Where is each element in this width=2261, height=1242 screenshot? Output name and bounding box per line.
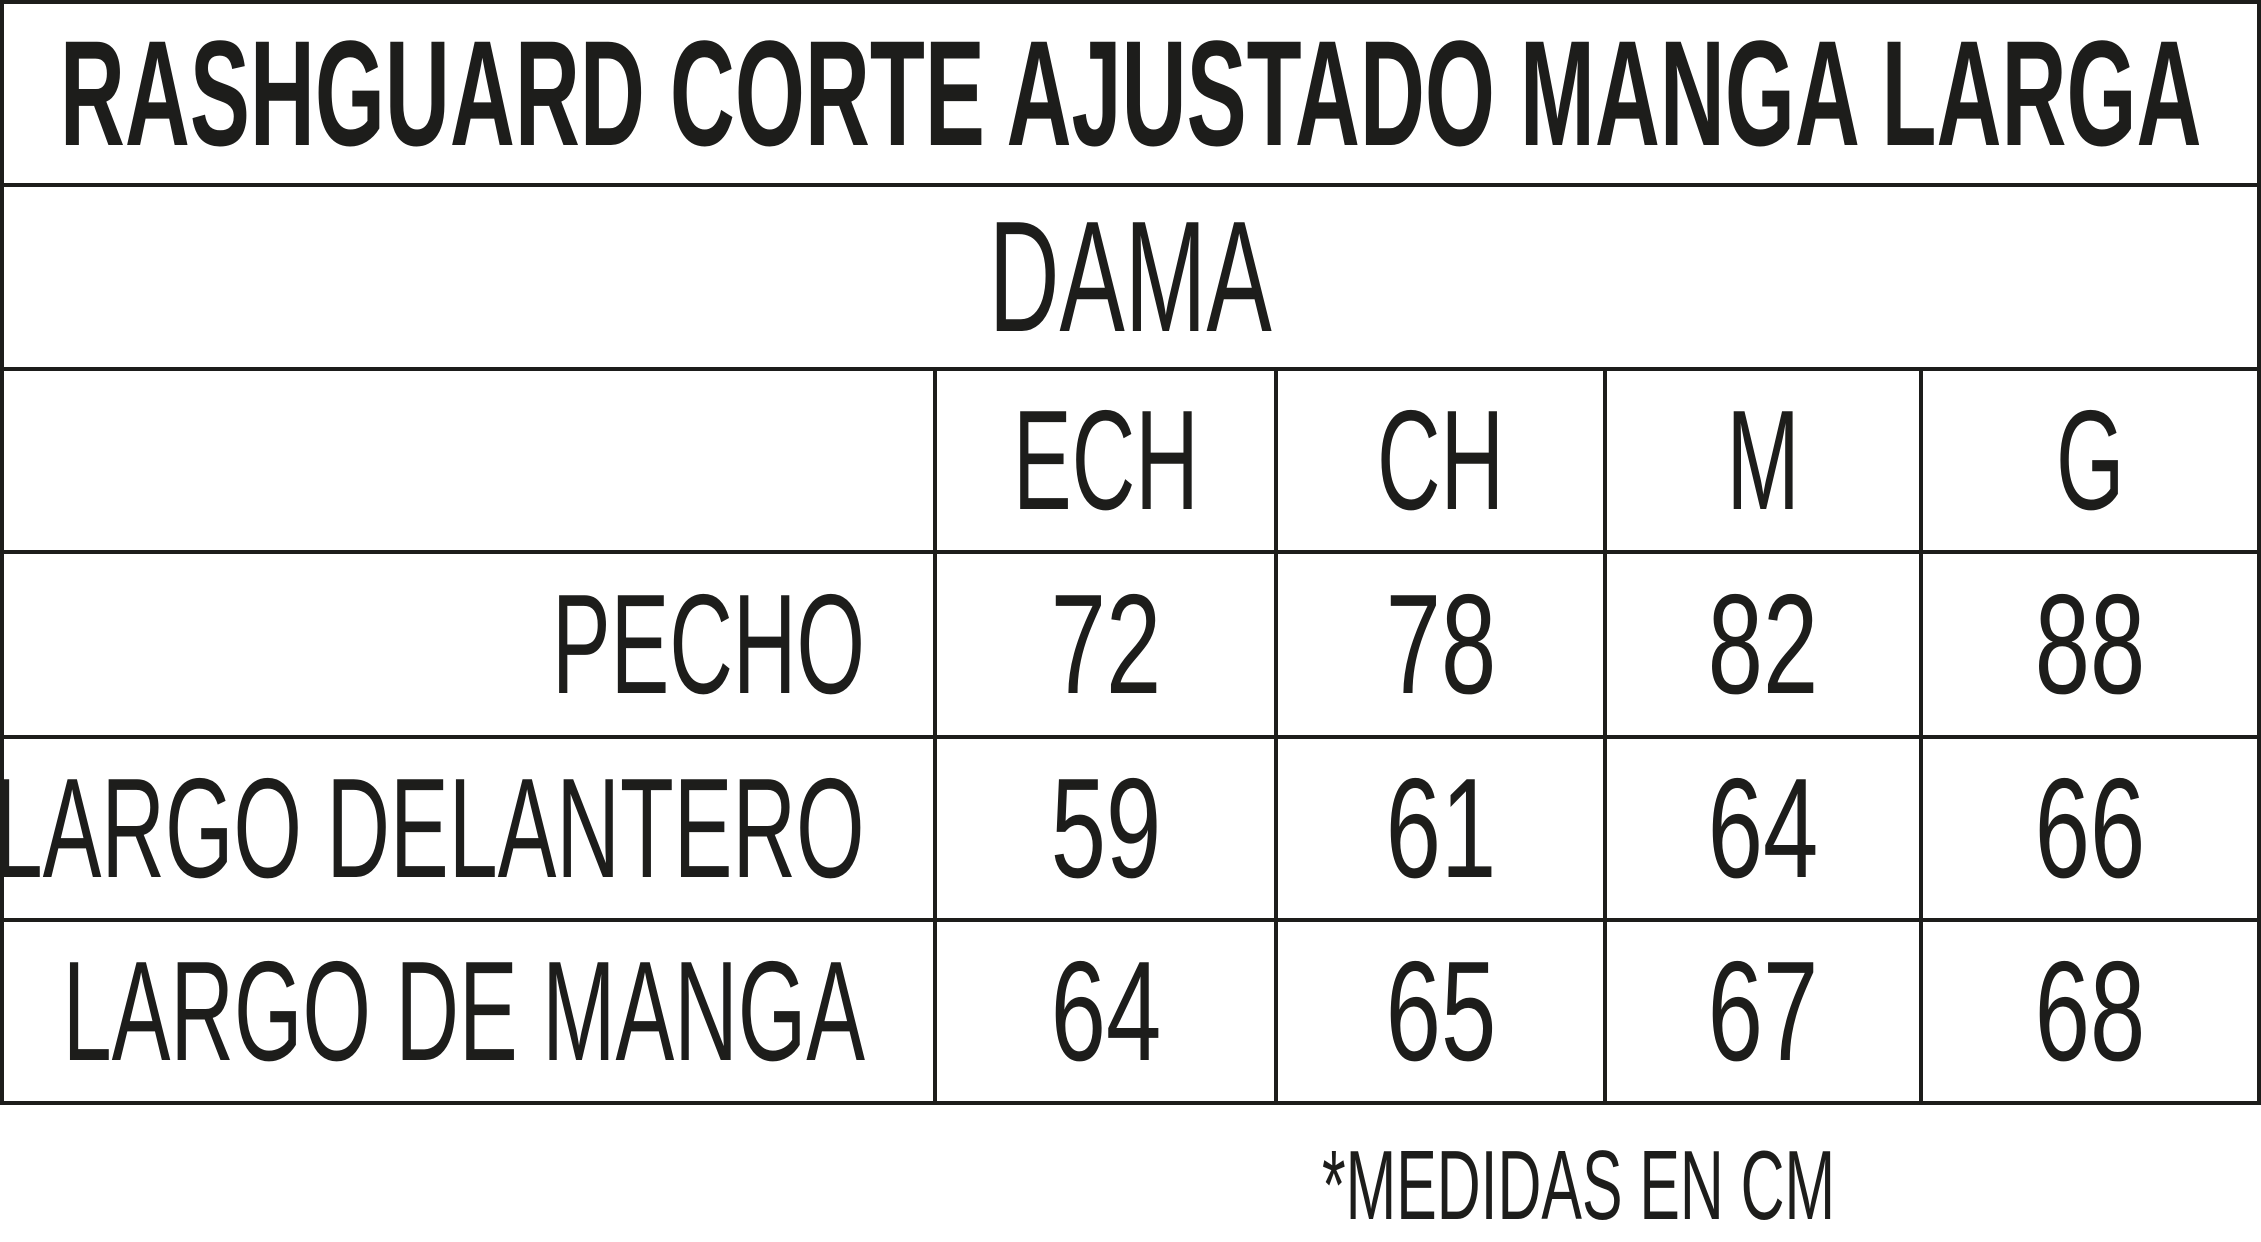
border-line	[0, 367, 2261, 371]
border-line	[0, 0, 2261, 4]
border-line	[0, 0, 4, 1105]
border-line	[1919, 369, 1923, 1105]
table-cell: 59	[937, 739, 1274, 918]
cell-value: 64	[1707, 748, 1819, 908]
column-header-ech: ECH	[937, 371, 1274, 550]
border-line	[1603, 369, 1607, 1105]
chart-subtitle: DAMA	[0, 187, 2261, 367]
footnote-text: *MEDIDAS EN CM	[1322, 1129, 1836, 1240]
row-label: LARGO DE MANGA	[0, 922, 865, 1101]
footnote: *MEDIDAS EN CM	[1322, 1130, 2150, 1240]
cell-value: 72	[1050, 564, 1161, 724]
row-label-text: LARGO DELANTERO	[0, 748, 865, 908]
table-cell: 82	[1607, 554, 1919, 735]
cell-value: 59	[1050, 748, 1161, 908]
border-line	[0, 735, 2261, 739]
cell-value: 61	[1385, 748, 1496, 908]
column-header-g: G	[1923, 371, 2257, 550]
table-cell: 64	[1607, 739, 1919, 918]
chart-subtitle-text: DAMA	[988, 188, 1273, 365]
table-cell: 64	[937, 922, 1274, 1101]
cell-value: 78	[1385, 564, 1496, 724]
cell-value: 66	[2034, 748, 2146, 908]
column-header-m: M	[1607, 371, 1919, 550]
border-line	[0, 183, 2261, 187]
row-label-text: LARGO DE MANGA	[62, 931, 865, 1091]
border-line	[2257, 0, 2261, 1105]
column-header-text: CH	[1376, 380, 1505, 540]
table-cell: 68	[1923, 922, 2257, 1101]
chart-title: RASHGUARD CORTE AJUSTADO MANGA LARGA	[0, 4, 2261, 183]
table-cell: 67	[1607, 922, 1919, 1101]
chart-title-text: RASHGUARD CORTE AJUSTADO MANGA LARGA	[59, 9, 2202, 177]
border-line	[0, 1101, 2261, 1105]
table-cell: 66	[1923, 739, 2257, 918]
cell-value: 65	[1385, 931, 1496, 1091]
column-header-text: ECH	[1012, 380, 1199, 540]
column-header-text: G	[2055, 380, 2125, 540]
border-line	[933, 369, 937, 1105]
column-header-ch: CH	[1278, 371, 1603, 550]
row-label-text: PECHO	[551, 564, 865, 724]
table-cell: 88	[1923, 554, 2257, 735]
column-header-text: M	[1726, 380, 1800, 540]
table-cell: 61	[1278, 739, 1603, 918]
row-label: PECHO	[0, 554, 865, 735]
border-line	[0, 918, 2261, 922]
border-line	[0, 550, 2261, 554]
border-line	[1274, 369, 1278, 1105]
cell-value: 68	[2034, 931, 2146, 1091]
cell-value: 64	[1050, 931, 1161, 1091]
table-cell: 72	[937, 554, 1274, 735]
cell-value: 88	[2034, 564, 2146, 724]
table-cell: 78	[1278, 554, 1603, 735]
row-label: LARGO DELANTERO	[0, 739, 865, 918]
table-cell: 65	[1278, 922, 1603, 1101]
cell-value: 82	[1707, 564, 1819, 724]
cell-value: 67	[1707, 931, 1819, 1091]
